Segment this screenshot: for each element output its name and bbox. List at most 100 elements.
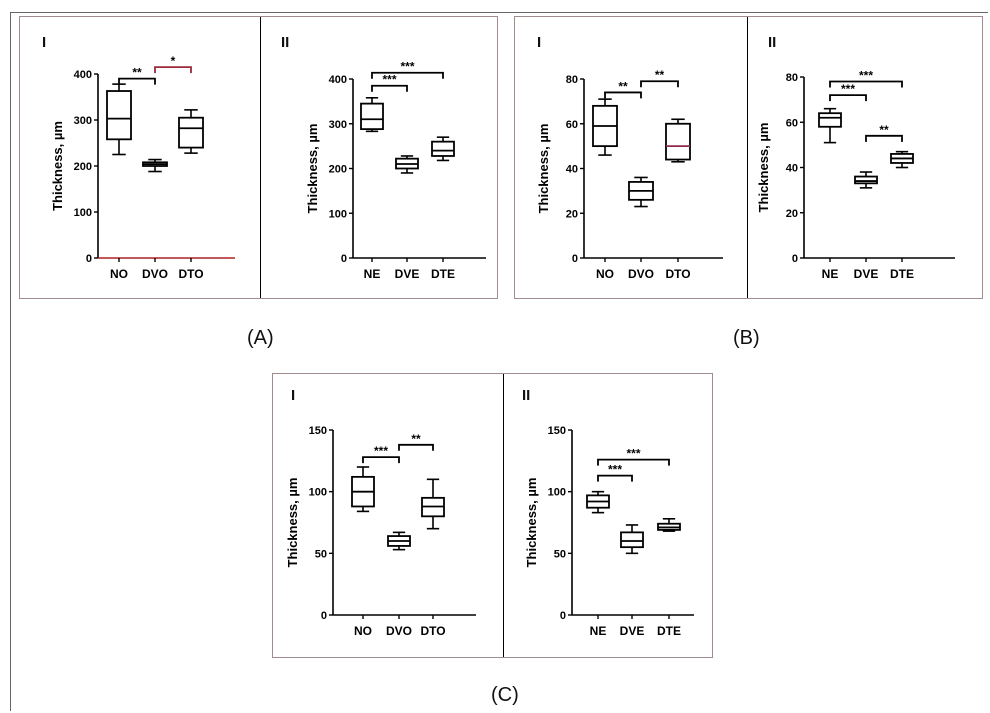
significance-label: ** bbox=[879, 123, 889, 137]
significance-label: ** bbox=[411, 432, 421, 446]
x-tick-label: DTE bbox=[431, 267, 455, 281]
x-tick-label: NE bbox=[364, 267, 381, 281]
x-tick-label: DVE bbox=[395, 267, 420, 281]
y-tick-label: 100 bbox=[74, 207, 92, 219]
y-tick-label: 50 bbox=[554, 548, 566, 560]
significance-bracket bbox=[829, 80, 903, 88]
significance-label: *** bbox=[608, 463, 622, 477]
significance-bracket bbox=[640, 80, 679, 88]
significance-label: * bbox=[171, 54, 176, 68]
panel-divider bbox=[260, 17, 261, 298]
x-tick-label: DVE bbox=[854, 267, 879, 281]
y-tick-label: 300 bbox=[74, 115, 92, 127]
significance-bracket bbox=[362, 456, 400, 464]
chart-svg: II Thickness, µm 0 50 100 150 NE DVE DTE *** *** bbox=[522, 387, 694, 638]
x-tick-label: NE bbox=[822, 267, 839, 281]
caption-a: (A) bbox=[247, 327, 274, 349]
x-tick-label: NE bbox=[590, 624, 607, 638]
y-tick-label: 20 bbox=[786, 208, 798, 220]
box-iqr bbox=[854, 175, 878, 185]
y-axis-label: Thickness, µm bbox=[524, 478, 539, 568]
y-axis-label: Thickness, µm bbox=[536, 124, 551, 214]
box-iqr bbox=[178, 116, 204, 149]
significance-bracket bbox=[398, 443, 434, 451]
significance-label: *** bbox=[374, 444, 388, 458]
caption-c: (C) bbox=[491, 684, 519, 706]
x-tick-label: DVO bbox=[142, 267, 168, 281]
x-tick-label: NO bbox=[596, 267, 614, 281]
chart-c-ii: II Thickness, µm 0 50 100 150 NE DVE DTE *** *** bbox=[504, 374, 712, 657]
x-tick-label: DTE bbox=[890, 267, 914, 281]
y-tick-label: 400 bbox=[329, 74, 347, 86]
panel-title: II bbox=[281, 34, 289, 51]
y-tick-label: 400 bbox=[74, 69, 92, 81]
y-tick-label: 40 bbox=[786, 163, 798, 175]
group-a: I Thickness, µm 0 100 200 300 400 NO DVO DTO ** * I… bbox=[19, 16, 498, 299]
significance-bracket bbox=[154, 66, 192, 74]
y-tick-label: 0 bbox=[792, 253, 798, 265]
y-tick-label: 80 bbox=[566, 74, 578, 86]
chart-a-ii: II Thickness, µm 0 100 200 300 400 NE DVE DTE *** *… bbox=[261, 17, 497, 298]
significance-bracket bbox=[865, 134, 903, 142]
panel-title: I bbox=[537, 34, 541, 51]
significance-bracket bbox=[371, 71, 444, 79]
significance-bracket bbox=[597, 474, 633, 482]
significance-label: ** bbox=[132, 66, 142, 80]
chart-b-ii: II Thickness, µm 0 20 40 60 80 NE DVE DTE *** *** ** bbox=[748, 17, 982, 298]
y-tick-label: 40 bbox=[566, 164, 578, 176]
y-tick-label: 20 bbox=[566, 208, 578, 220]
y-tick-label: 60 bbox=[566, 119, 578, 131]
group-b: I Thickness, µm 0 20 40 60 80 NO DVO DTO ** ** II Th… bbox=[514, 16, 983, 299]
y-tick-label: 80 bbox=[786, 72, 798, 84]
panel-title: I bbox=[291, 387, 295, 404]
y-tick-label: 150 bbox=[309, 425, 327, 437]
x-tick-label: DVO bbox=[386, 624, 412, 638]
group-c: I Thickness, µm 0 50 100 150 NO DVO DTO *** ** II T… bbox=[272, 373, 713, 658]
x-tick-label: DVO bbox=[628, 267, 654, 281]
x-tick-label: DTO bbox=[420, 624, 445, 638]
chart-c-i: I Thickness, µm 0 50 100 150 NO DVO DTO *** ** bbox=[273, 374, 503, 657]
y-axis-label: Thickness, µm bbox=[305, 124, 320, 214]
y-axis-label: Thickness, µm bbox=[285, 478, 300, 568]
y-tick-label: 300 bbox=[329, 119, 347, 131]
significance-label: *** bbox=[382, 73, 396, 87]
box-iqr bbox=[360, 102, 384, 131]
x-tick-label: NO bbox=[110, 267, 128, 281]
significance-label: *** bbox=[400, 60, 414, 74]
y-tick-label: 0 bbox=[321, 610, 327, 622]
significance-bracket bbox=[604, 91, 642, 99]
x-tick-label: DTO bbox=[665, 267, 690, 281]
y-tick-label: 100 bbox=[548, 487, 566, 499]
chart-b-i: I Thickness, µm 0 20 40 60 80 NO DVO DTO ** ** bbox=[515, 17, 747, 298]
significance-label: ** bbox=[618, 79, 628, 93]
y-tick-label: 150 bbox=[548, 425, 566, 437]
y-axis-label: Thickness, µm bbox=[756, 123, 771, 213]
significance-label: ** bbox=[655, 68, 665, 82]
y-tick-label: 0 bbox=[86, 253, 92, 265]
caption-b: (B) bbox=[733, 327, 760, 349]
chart-a-i: I Thickness, µm 0 100 200 300 400 NO DVO DTO ** * bbox=[20, 17, 260, 298]
significance-bracket bbox=[829, 94, 867, 102]
box-iqr bbox=[106, 90, 132, 141]
panel-title: II bbox=[768, 34, 776, 51]
panel-title: II bbox=[522, 387, 530, 404]
y-tick-label: 0 bbox=[560, 610, 566, 622]
y-tick-label: 200 bbox=[74, 161, 92, 173]
x-tick-label: NO bbox=[354, 624, 372, 638]
box-iqr bbox=[818, 112, 842, 128]
y-tick-label: 60 bbox=[786, 117, 798, 129]
significance-label: *** bbox=[626, 447, 640, 461]
x-tick-label: DTE bbox=[657, 624, 681, 638]
chart-svg: I Thickness, µm 0 20 40 60 80 NO DVO DTO ** ** bbox=[536, 34, 723, 281]
panel-divider bbox=[503, 374, 504, 657]
figure-frame bbox=[10, 12, 988, 711]
panel-title: I bbox=[42, 34, 46, 51]
x-tick-label: DTO bbox=[178, 267, 203, 281]
y-tick-label: 50 bbox=[315, 548, 327, 560]
y-tick-label: 200 bbox=[329, 164, 347, 176]
y-tick-label: 0 bbox=[341, 253, 347, 265]
y-tick-label: 100 bbox=[329, 208, 347, 220]
